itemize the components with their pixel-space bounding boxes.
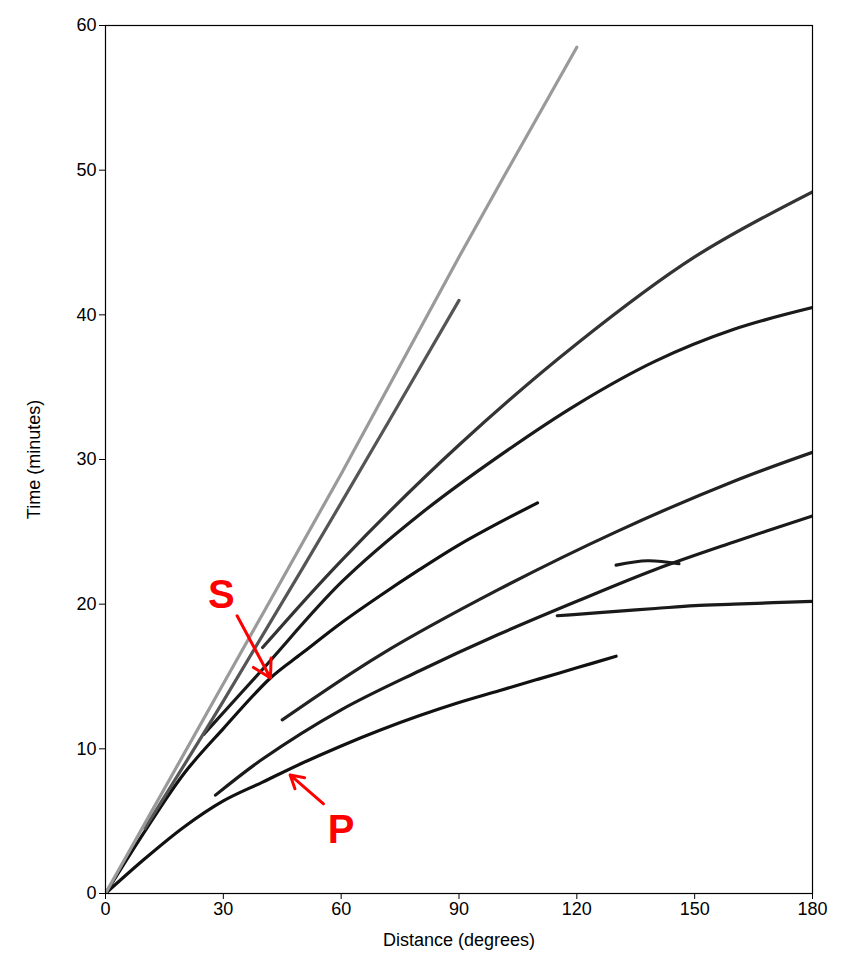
svg-text:180: 180 <box>797 899 827 919</box>
svg-text:50: 50 <box>76 160 96 180</box>
svg-text:90: 90 <box>449 899 469 919</box>
svg-text:Distance (degrees): Distance (degrees) <box>383 930 535 950</box>
svg-text:Time (minutes): Time (minutes) <box>24 400 44 519</box>
svg-text:P: P <box>328 807 355 851</box>
svg-text:S: S <box>208 572 235 616</box>
svg-text:10: 10 <box>76 739 96 759</box>
svg-text:150: 150 <box>680 899 710 919</box>
svg-text:30: 30 <box>76 449 96 469</box>
svg-text:0: 0 <box>100 899 110 919</box>
svg-text:120: 120 <box>562 899 592 919</box>
svg-text:60: 60 <box>76 15 96 35</box>
svg-text:20: 20 <box>76 594 96 614</box>
svg-text:60: 60 <box>331 899 351 919</box>
svg-text:30: 30 <box>213 899 233 919</box>
svg-text:40: 40 <box>76 305 96 325</box>
svg-text:0: 0 <box>86 883 96 903</box>
